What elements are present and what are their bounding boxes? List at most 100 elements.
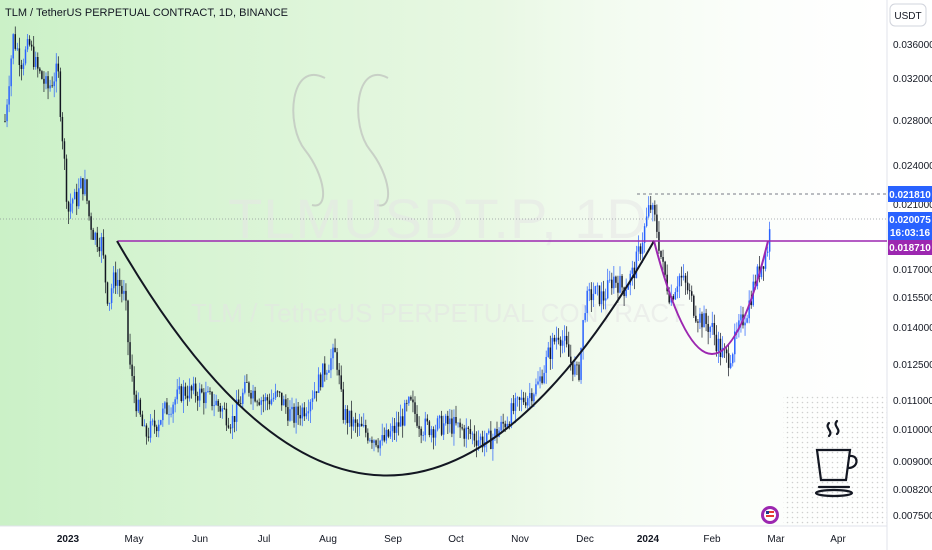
candle-body: [504, 423, 506, 428]
candle-body: [414, 402, 416, 414]
candle-body: [35, 57, 37, 67]
candle-body: [252, 390, 254, 399]
candle-body: [750, 300, 752, 306]
candle-body: [389, 431, 392, 437]
time-axis-background: [0, 526, 887, 550]
candle-body: [424, 418, 426, 436]
candle-body: [14, 34, 16, 49]
candle-body: [406, 402, 408, 404]
candle-body: [615, 276, 617, 283]
candle-body: [379, 440, 381, 449]
candle-body: [141, 414, 144, 427]
candle-body: [527, 398, 529, 406]
candle-body: [313, 391, 316, 399]
candle-body: [287, 407, 289, 421]
candle-body: [240, 403, 242, 405]
candle-body: [246, 382, 248, 383]
candle-body: [184, 386, 187, 396]
candle-body: [719, 338, 722, 357]
candle-body: [149, 421, 152, 438]
candle-body: [180, 386, 183, 401]
candle-body: [354, 419, 357, 423]
candle-body: [272, 397, 275, 400]
candle-body: [291, 406, 293, 410]
candle-body: [172, 404, 174, 414]
candle-body: [713, 322, 716, 335]
candle-body: [330, 358, 332, 371]
candle-body: [311, 398, 314, 402]
candle-body: [645, 216, 648, 227]
candle-body: [26, 39, 29, 50]
candle-body: [305, 413, 308, 417]
candle-body: [762, 266, 765, 269]
candle-body: [729, 363, 732, 368]
candle-body: [537, 381, 539, 385]
candle-body: [721, 347, 724, 357]
candle-body: [682, 275, 685, 278]
candle-body: [258, 402, 260, 405]
candle-body: [283, 399, 285, 406]
candle-body: [475, 440, 478, 446]
candle-body: [549, 347, 552, 360]
candle-body: [438, 415, 441, 419]
candle-body: [650, 205, 652, 210]
currency-button[interactable]: USDT: [889, 3, 927, 27]
candle-body: [457, 422, 459, 424]
candle-body: [203, 392, 205, 404]
candle-body: [16, 48, 19, 50]
candle-body: [229, 427, 232, 429]
candle-body: [496, 429, 498, 437]
time-tick-label: May: [125, 534, 144, 545]
price-tag-last-label: 0.020075: [889, 215, 931, 226]
candle-body: [119, 279, 121, 286]
candle-body: [147, 436, 150, 438]
candle-body: [420, 428, 422, 436]
candle-body: [635, 251, 638, 279]
candle-body: [732, 354, 734, 364]
candle-body: [231, 416, 234, 429]
candle-body: [574, 364, 576, 375]
candle-body: [602, 291, 605, 301]
candle-body: [209, 391, 211, 392]
candle-body: [740, 314, 742, 321]
candle-body: [205, 391, 207, 404]
candle-body: [264, 397, 267, 402]
candle-body: [440, 415, 443, 435]
candle-body: [486, 433, 488, 442]
candle-body: [155, 426, 158, 432]
chart-title: TLM / TetherUS PERPETUAL CONTRACT, 1D, B…: [5, 7, 288, 19]
candle-body: [270, 399, 273, 405]
candle-body: [281, 392, 283, 406]
price-tick-label: 0.014000: [893, 323, 932, 334]
candle-body: [201, 388, 203, 393]
candle-body: [219, 405, 221, 412]
candle-body: [268, 400, 271, 405]
candle-body: [63, 141, 66, 159]
candle-body: [32, 46, 35, 67]
candle-body: [416, 413, 418, 426]
decorative-s-stroke-2: [357, 74, 390, 207]
candle-body: [340, 375, 342, 390]
time-tick-label: 2024: [637, 534, 660, 545]
candle-body: [10, 58, 12, 87]
price-tick-label: 0.015500: [893, 293, 932, 304]
axis-background: [887, 0, 932, 550]
price-tick-label: 0.009000: [893, 457, 932, 468]
candle-body: [588, 289, 590, 291]
time-tick-label: Mar: [767, 534, 785, 545]
candle-body: [178, 386, 180, 390]
currency-button-label: USDT: [894, 11, 921, 22]
candle-body: [500, 421, 502, 431]
candle-body: [59, 71, 62, 117]
coffee-cup-icon: [814, 419, 858, 498]
candle-body: [701, 313, 703, 328]
candle-body: [182, 386, 185, 401]
candle-body: [51, 85, 53, 87]
candle-body: [442, 423, 445, 435]
price-tick-label: 0.008200: [893, 485, 932, 496]
candle-body: [492, 437, 494, 449]
time-axis: 2023 May Jun Jul Aug Sep Oct Nov Dec 2024 Feb Mar Ap…: [57, 534, 847, 545]
candle-body: [20, 65, 23, 69]
candle-body: [387, 429, 390, 437]
candle-body: [65, 158, 68, 202]
